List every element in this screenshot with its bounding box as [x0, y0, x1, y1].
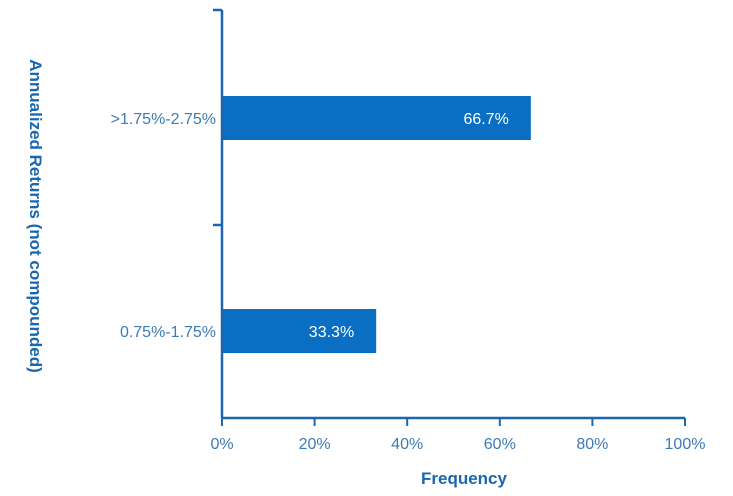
bar-data-label: 66.7% — [463, 111, 508, 128]
x-tick-label: 80% — [576, 436, 608, 453]
bar — [222, 309, 377, 353]
x-tick-label: 100% — [665, 436, 706, 453]
x-tick-label: 60% — [484, 436, 516, 453]
x-axis-title: Frequency — [421, 469, 508, 488]
y-category-label: >1.75%-2.75% — [111, 111, 216, 128]
y-axis-title: Annualized Returns (not compounded) — [26, 59, 45, 373]
x-tick-label: 0% — [210, 436, 233, 453]
x-tick-label: 40% — [391, 436, 423, 453]
bar-data-label: 33.3% — [309, 324, 354, 341]
y-category-label: 0.75%-1.75% — [120, 324, 216, 341]
bar — [222, 96, 531, 140]
x-tick-label: 20% — [299, 436, 331, 453]
